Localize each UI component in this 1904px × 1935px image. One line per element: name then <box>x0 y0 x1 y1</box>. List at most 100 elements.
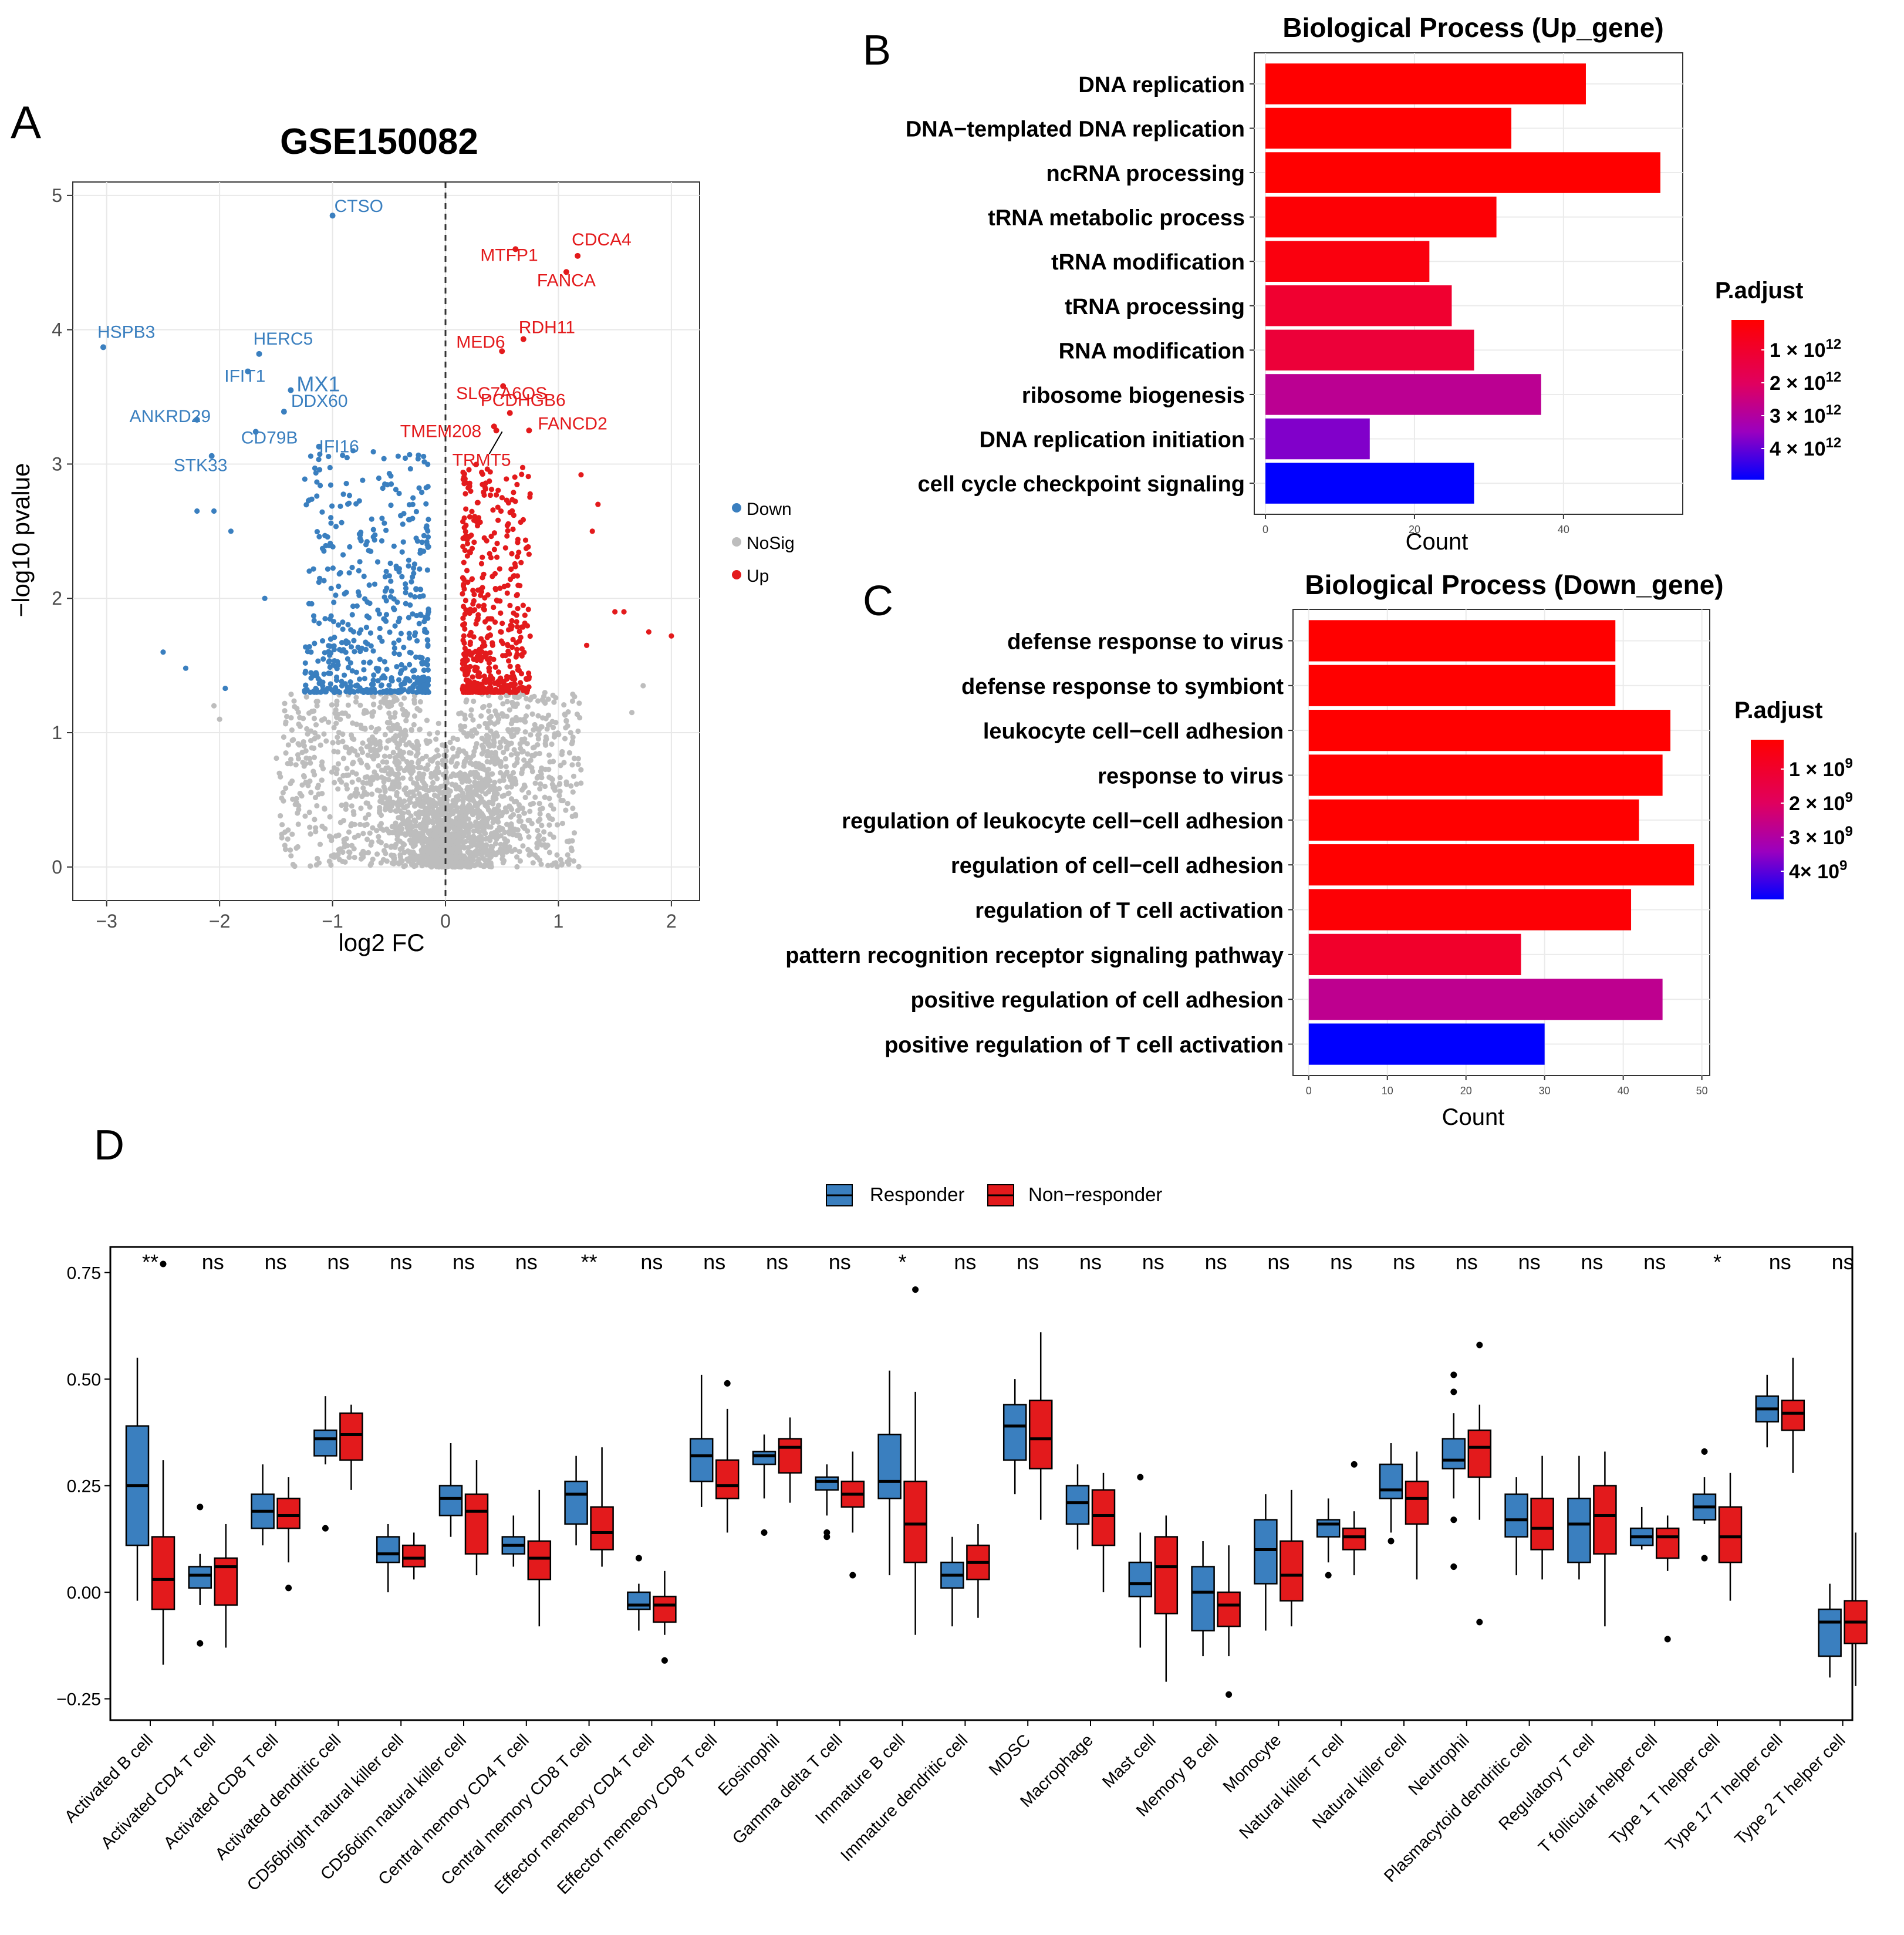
nosig-point <box>554 852 560 858</box>
nosig-point <box>492 750 498 756</box>
down-point <box>399 668 404 674</box>
nosig-point <box>491 807 497 813</box>
up-point <box>512 689 518 695</box>
nosig-point <box>319 777 325 783</box>
down-point <box>317 451 323 457</box>
down-point <box>417 611 424 617</box>
down-point <box>387 594 394 600</box>
nosig-point <box>484 724 490 731</box>
down-point <box>421 453 427 460</box>
box-body <box>1316 1519 1341 1538</box>
box-outlier <box>197 1640 204 1647</box>
down-point <box>347 679 353 685</box>
nosig-point <box>381 784 387 790</box>
nosig-point <box>471 698 477 704</box>
nosig-point <box>454 761 460 767</box>
down-point <box>361 667 367 673</box>
nosig-point <box>472 779 478 786</box>
nosig-point <box>480 744 487 750</box>
nosig-point <box>511 733 516 739</box>
nosig-point <box>402 819 408 825</box>
up-point <box>514 612 519 618</box>
box-category-label: T follicular helper cell <box>1535 1731 1661 1857</box>
down-point <box>406 631 412 636</box>
nosig-point <box>473 835 479 842</box>
go-category-label: DNA replication <box>1078 73 1245 97</box>
nosig-point <box>434 747 440 753</box>
significance-label: ns <box>1017 1250 1039 1274</box>
up-point <box>464 541 471 547</box>
down-point <box>401 511 407 517</box>
legend-label-base: 2 × 10 <box>1770 372 1825 395</box>
nosig-point <box>383 851 389 857</box>
down-point <box>386 682 392 688</box>
legend-label: 1 × 109 <box>1789 756 1853 781</box>
nosig-point <box>387 807 393 814</box>
up-point <box>525 606 531 612</box>
legend-up-label: Up <box>747 567 769 586</box>
nosig-point <box>407 837 413 843</box>
nosig-point <box>296 803 302 809</box>
nosig-point <box>340 858 346 864</box>
nosig-point <box>360 780 366 786</box>
box-category-label: MDSC <box>985 1731 1034 1779</box>
nosig-point <box>428 801 434 807</box>
nosig-point <box>511 747 517 753</box>
up-point <box>518 635 524 640</box>
up-point <box>497 566 502 572</box>
up-point <box>522 612 528 618</box>
nosig-point <box>329 769 335 775</box>
nosig-point <box>397 748 403 754</box>
nosig-point <box>572 811 579 818</box>
nosig-point <box>520 824 526 830</box>
nosig-point <box>537 786 543 792</box>
nosig-point <box>470 717 476 723</box>
down-point <box>328 650 334 656</box>
up-point <box>500 653 506 659</box>
nosig-point <box>283 750 289 756</box>
up-point <box>471 540 477 545</box>
down-point <box>345 622 351 628</box>
nosig-point <box>504 784 510 790</box>
go-up-title: Biological Process (Up_gene) <box>1282 12 1663 43</box>
up-point <box>492 571 498 577</box>
down-point <box>426 517 431 522</box>
down-point <box>375 677 381 684</box>
up-point <box>471 682 477 689</box>
nosig-point <box>407 855 413 861</box>
down-point <box>414 689 420 695</box>
down-point <box>346 493 353 498</box>
y-tick-label: 0 <box>52 857 62 878</box>
nosig-point <box>293 845 299 851</box>
box-body <box>401 1545 426 1567</box>
nosig-point <box>308 760 313 766</box>
nosig-point <box>537 817 543 822</box>
nosig-point <box>460 804 466 810</box>
nosig-point <box>556 781 563 787</box>
go-bar <box>1265 329 1474 371</box>
nosig-point <box>378 860 384 866</box>
nosig-point <box>535 713 541 719</box>
up-point <box>515 540 521 545</box>
nosig-point <box>336 730 342 736</box>
down-point <box>367 660 373 666</box>
y-tick-label: 3 <box>52 453 62 474</box>
nosig-point <box>539 697 545 703</box>
box-outlier <box>1701 1448 1708 1455</box>
nosig-point <box>570 734 576 740</box>
nosig-point <box>415 746 421 752</box>
nosig-point <box>374 787 380 793</box>
nosig-point <box>400 775 406 781</box>
nosig-point <box>293 795 299 801</box>
down-point <box>367 601 373 606</box>
down-point <box>406 517 412 522</box>
go-bar <box>1308 933 1521 975</box>
nosig-point <box>296 721 302 727</box>
nosig-point <box>423 783 429 788</box>
down-point <box>346 500 352 506</box>
nosig-point <box>500 712 506 717</box>
down-point <box>320 656 326 662</box>
box-body <box>653 1596 677 1623</box>
down-point <box>400 521 406 527</box>
